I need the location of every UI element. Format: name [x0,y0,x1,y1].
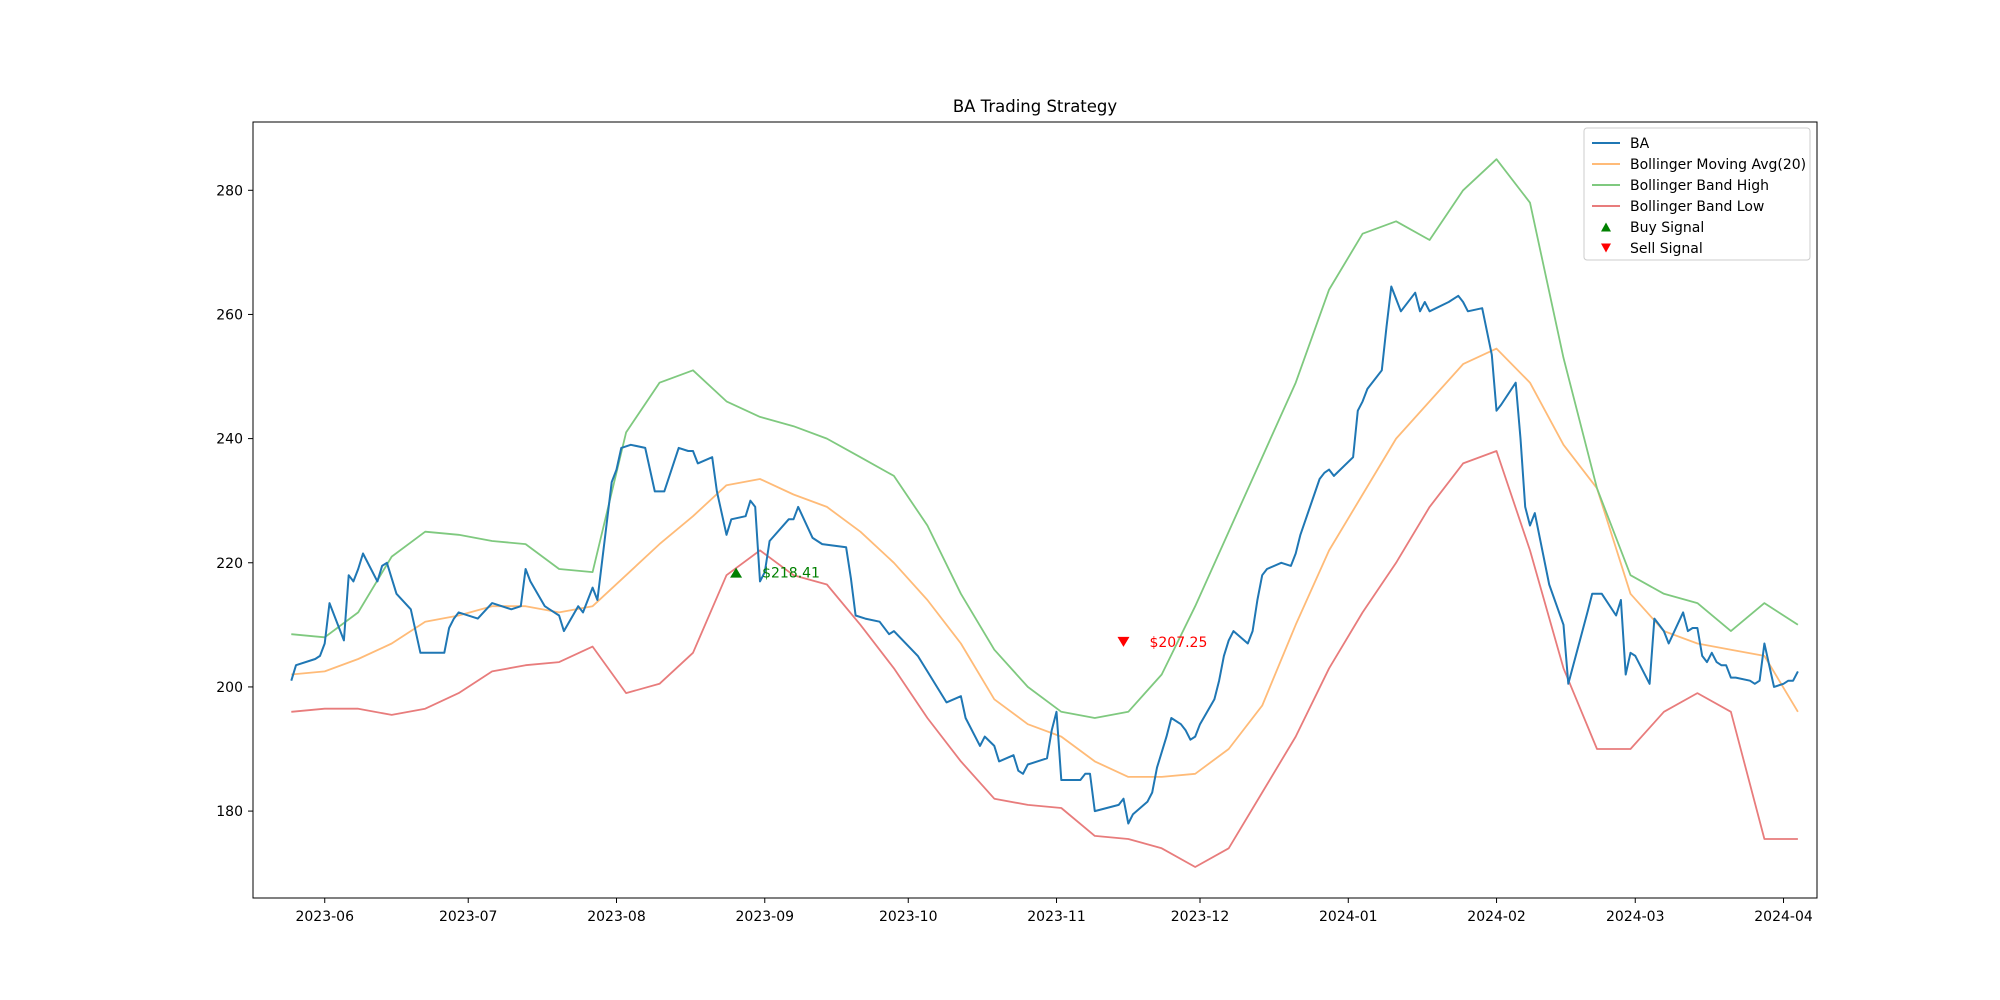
y-tick-label: 240 [216,432,243,448]
y-tick-label: 200 [216,680,243,696]
y-tick-label: 180 [216,804,243,820]
legend-label-bollinger-band-high: Bollinger Band High [1630,178,1769,194]
y-tick-label: 220 [216,556,243,572]
x-tick-label: 2023-09 [736,909,795,925]
x-tick-label: 2024-03 [1606,909,1665,925]
x-tick-label: 2024-04 [1754,909,1813,925]
x-tick-label: 2023-12 [1171,909,1230,925]
buy-signal-label: $218.41 [762,566,820,582]
x-axis: 2023-06 2023-07 2023-08 2023-09 2023-10 2023-… [295,898,1813,925]
legend-label-buy-signal: Buy Signal [1630,220,1704,236]
y-axis: 180 200 220 240 260 280 [216,183,253,820]
series-line-bollinger-band-high [291,158,1799,719]
x-tick-label: 2024-02 [1467,909,1526,925]
y-tick-label: 260 [216,307,243,323]
series-line-bollinger-moving-avg-20 [291,347,1799,778]
x-tick-label: 2023-10 [879,909,938,925]
x-tick-label: 2023-11 [1027,909,1086,925]
legend-box [1583,127,1811,261]
plot-lines [290,158,1799,868]
x-tick-label: 2023-07 [439,909,498,925]
buy-signal-marker [730,567,743,578]
legend: BA Bollinger Moving Avg(20) Bollinger Band… [1583,127,1811,261]
series-line-ba [290,285,1799,825]
legend-label-bollinger-moving-avg-20: Bollinger Moving Avg(20) [1630,157,1806,173]
sell-signal-marker [1117,636,1130,647]
legend-label-ba: BA [1630,136,1650,152]
legend-label-sell-signal: Sell Signal [1630,241,1703,257]
legend-swatch-buy-signal [1601,222,1611,232]
chart-title: BA Trading Strategy [953,97,1118,116]
x-tick-label: 2023-06 [295,909,354,925]
y-tick-label: 280 [216,183,243,199]
legend-label-bollinger-band-low: Bollinger Band Low [1630,199,1764,215]
x-tick-label: 2023-08 [587,909,646,925]
plot-frame [252,121,1818,899]
signal-layer: $218.41 $207.25 [730,566,1207,651]
series-line-bollinger-band-low [291,450,1798,868]
x-tick-label: 2024-01 [1319,909,1378,925]
sell-signal-label: $207.25 [1149,635,1207,651]
legend-swatch-sell-signal [1601,243,1611,253]
